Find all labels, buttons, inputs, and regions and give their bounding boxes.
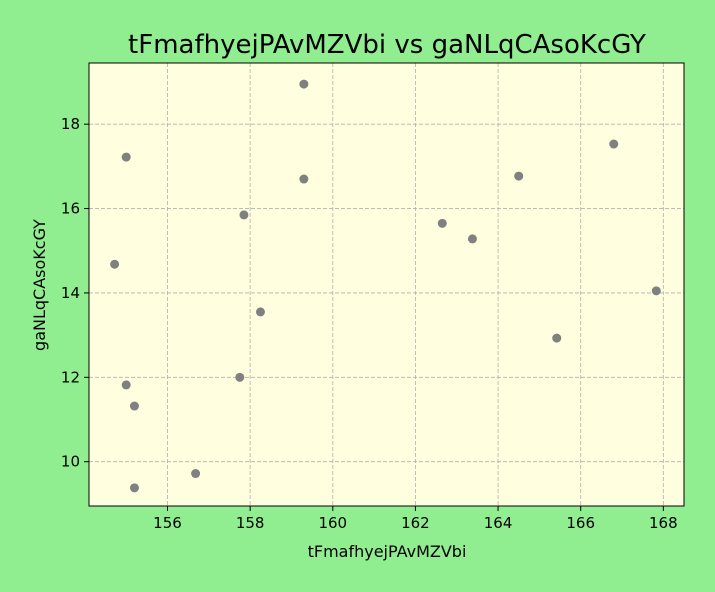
- y-tick-label: 18: [61, 115, 80, 133]
- x-tick-label: 158: [236, 514, 265, 532]
- x-tick-label: 156: [153, 514, 182, 532]
- scatter-point: [437, 218, 447, 228]
- scatter-point: [299, 174, 309, 184]
- scatter-point: [129, 401, 139, 411]
- y-tick-label: 14: [61, 284, 80, 302]
- y-tick-label: 10: [61, 453, 80, 471]
- x-tick-label: 160: [318, 514, 347, 532]
- scatter-point: [121, 152, 131, 162]
- scatter-point: [235, 372, 245, 382]
- y-axis-ticks: 10 12 14 16 18: [61, 115, 89, 471]
- plot-area: [88, 62, 685, 507]
- scatter-point: [299, 79, 309, 89]
- scatter-point: [609, 139, 619, 149]
- scatter-point: [651, 286, 661, 296]
- scatter-point: [129, 483, 139, 493]
- scatter-point: [552, 333, 562, 343]
- scatter-point: [255, 307, 265, 317]
- scatter-point: [514, 171, 524, 181]
- x-tick-label: 168: [649, 514, 678, 532]
- scatter-point: [191, 469, 201, 479]
- x-axis-ticks: 156 158 160 162 164 166 168: [153, 506, 678, 532]
- chart-title: tFmafhyejPAvMZVbi vs gaNLqCAsoKcGY: [128, 30, 646, 60]
- y-axis-label: gaNLqCAsoKcGY: [30, 219, 49, 351]
- scatter-point: [110, 259, 120, 269]
- x-tick-label: 166: [566, 514, 595, 532]
- scatter-point: [121, 380, 131, 390]
- y-tick-label: 16: [61, 200, 80, 218]
- scatter-point: [467, 234, 477, 244]
- data-points: [110, 79, 661, 493]
- x-tick-label: 164: [484, 514, 513, 532]
- x-axis-label: tFmafhyejPAvMZVbi: [308, 542, 467, 561]
- grid: [89, 63, 684, 506]
- x-tick-label: 162: [401, 514, 430, 532]
- scatter-point: [239, 210, 249, 220]
- y-tick-label: 12: [61, 368, 80, 386]
- plot-frame: [88, 62, 685, 507]
